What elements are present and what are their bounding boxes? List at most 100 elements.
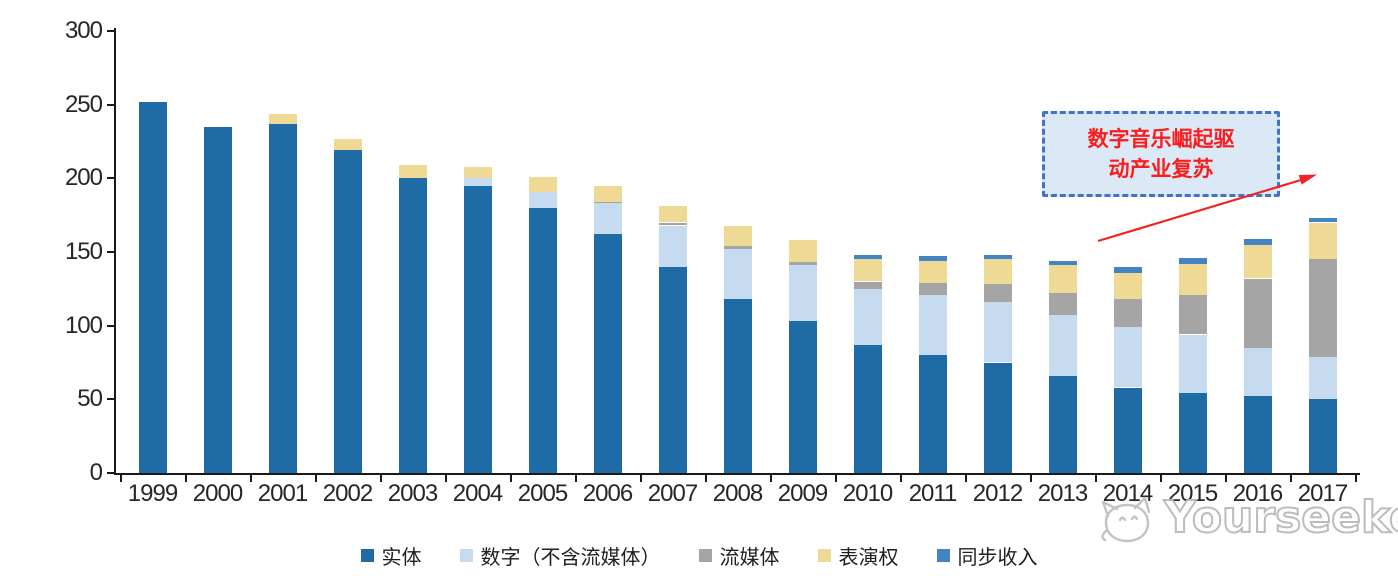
annotation-text-line1: 数字音乐崛起驱 <box>1087 126 1235 151</box>
bar-segment-2016-实体 <box>1243 396 1272 473</box>
bar-segment-2004-表演权 <box>463 166 492 179</box>
y-axis-tick <box>107 30 115 32</box>
y-axis-tick <box>107 103 115 106</box>
bar-segment-2015-实体 <box>1178 393 1207 473</box>
x-axis-tick <box>1290 475 1292 482</box>
legend-swatch-icon <box>936 549 950 562</box>
y-axis-line <box>114 28 116 475</box>
legend-swatch-icon <box>360 549 374 562</box>
x-axis-label-2005: 2005 <box>517 480 568 507</box>
y-axis-label: 100 <box>64 311 103 339</box>
y-axis-tick <box>107 324 115 327</box>
bar-segment-2012-数字（不含流媒体） <box>983 302 1012 363</box>
bar-segment-2013-实体 <box>1048 375 1077 473</box>
y-axis-tick <box>107 251 115 253</box>
x-axis-tick <box>1095 475 1097 482</box>
bar-segment-2012-表演权 <box>983 259 1012 285</box>
x-axis-tick <box>120 475 122 482</box>
bar-segment-2007-表演权 <box>658 206 687 223</box>
x-axis-tick <box>1225 475 1227 482</box>
legend-label: 流媒体 <box>719 545 780 569</box>
bar-segment-2006-流媒体 <box>593 201 622 204</box>
bar-segment-2008-实体 <box>723 299 752 473</box>
x-axis-label-2006: 2006 <box>582 480 633 507</box>
x-axis-tick <box>835 475 837 482</box>
bar-segment-2005-数字（不含流媒体） <box>528 191 557 208</box>
bar-segment-2011-数字（不含流媒体） <box>918 294 947 356</box>
y-axis-tick <box>107 472 115 474</box>
bar-segment-2017-实体 <box>1308 399 1337 473</box>
bar-segment-2014-实体 <box>1113 387 1142 473</box>
annotation-callout: 数字音乐崛起驱 动产业复苏 <box>1042 111 1280 197</box>
x-axis-tick <box>770 475 772 482</box>
x-axis-label-2011: 2011 <box>908 480 958 507</box>
bar-segment-2016-数字（不含流媒体） <box>1243 347 1272 397</box>
bar-segment-2008-数字（不含流媒体） <box>723 249 752 300</box>
bar-segment-2016-表演权 <box>1243 244 1272 279</box>
bar-segment-2007-数字（不含流媒体） <box>658 225 687 267</box>
bar-segment-2013-数字（不含流媒体） <box>1048 315 1077 376</box>
legend-label: 实体 <box>381 545 422 569</box>
bar-segment-2009-流媒体 <box>788 262 817 266</box>
y-axis-label: 50 <box>77 385 103 413</box>
cat-logo-icon <box>1101 496 1151 543</box>
bar-segment-2003-表演权 <box>398 165 427 179</box>
bar-segment-2004-数字（不含流媒体） <box>463 178 492 186</box>
legend-label: 数字（不含流媒体） <box>480 545 661 569</box>
x-axis-tick <box>900 475 902 482</box>
bar-segment-2016-流媒体 <box>1243 278 1272 348</box>
x-axis-tick <box>185 475 187 482</box>
x-axis-tick <box>445 475 447 482</box>
legend-label: 表演权 <box>838 545 899 569</box>
bar-segment-2017-流媒体 <box>1308 259 1337 357</box>
legend-item-实体: 实体 <box>360 541 422 570</box>
bar-segment-2010-数字（不含流媒体） <box>853 288 882 345</box>
x-axis-tick <box>965 475 967 482</box>
bar-segment-2013-表演权 <box>1048 265 1077 294</box>
y-axis-label: 0 <box>89 459 103 486</box>
bar-segment-2015-同步收入 <box>1178 257 1207 264</box>
x-axis-tick <box>510 475 512 482</box>
x-axis-label-2000: 2000 <box>192 480 243 507</box>
chart-legend: 实体 数字（不含流媒体） 流媒体 表演权 同步收入 <box>0 541 1398 570</box>
bar-segment-2002-实体 <box>333 150 362 473</box>
x-axis-tick <box>705 475 707 482</box>
x-axis-label-1999: 1999 <box>127 480 178 507</box>
bar-segment-2016-同步收入 <box>1243 238 1272 245</box>
bar-segment-2012-流媒体 <box>983 284 1012 303</box>
y-axis-label: 250 <box>64 90 103 118</box>
x-axis-label-2016: 2016 <box>1232 480 1283 507</box>
bar-segment-2011-同步收入 <box>918 256 947 261</box>
bar-segment-2010-实体 <box>853 344 882 473</box>
bar-segment-2010-表演权 <box>853 259 882 282</box>
legend-swatch-icon <box>817 549 831 562</box>
bar-segment-2007-流媒体 <box>658 222 687 226</box>
bar-segment-2013-流媒体 <box>1048 293 1077 316</box>
bar-segment-2014-同步收入 <box>1113 266 1142 273</box>
bar-segment-2004-实体 <box>463 185 492 473</box>
x-axis-label-2015: 2015 <box>1167 480 1218 507</box>
bar-segment-2007-实体 <box>658 266 687 473</box>
legend-item-数字（不含流媒体）: 数字（不含流媒体） <box>459 541 661 570</box>
x-axis-line <box>114 473 1360 475</box>
legend-swatch-icon <box>698 549 712 562</box>
bar-segment-2009-表演权 <box>788 240 817 263</box>
bar-segment-2003-实体 <box>398 178 427 473</box>
bar-segment-2011-表演权 <box>918 260 947 283</box>
x-axis-label-2004: 2004 <box>452 480 503 507</box>
x-axis-label-2010: 2010 <box>842 480 893 507</box>
bar-segment-2010-流媒体 <box>853 281 882 289</box>
x-axis-tick <box>575 475 577 482</box>
bar-segment-2017-表演权 <box>1308 222 1337 260</box>
legend-item-同步收入: 同步收入 <box>936 541 1038 570</box>
y-axis-label: 150 <box>64 238 103 265</box>
annotation-text-line2: 动产业复苏 <box>1108 156 1214 181</box>
bar-segment-2008-表演权 <box>723 225 752 247</box>
legend-label: 同步收入 <box>957 545 1038 569</box>
x-axis-label-2012: 2012 <box>972 480 1023 507</box>
bar-segment-2012-同步收入 <box>983 254 1012 260</box>
bar-segment-2015-表演权 <box>1178 263 1207 295</box>
bar-segment-2008-流媒体 <box>723 246 752 249</box>
x-axis-label-2002: 2002 <box>322 480 373 507</box>
